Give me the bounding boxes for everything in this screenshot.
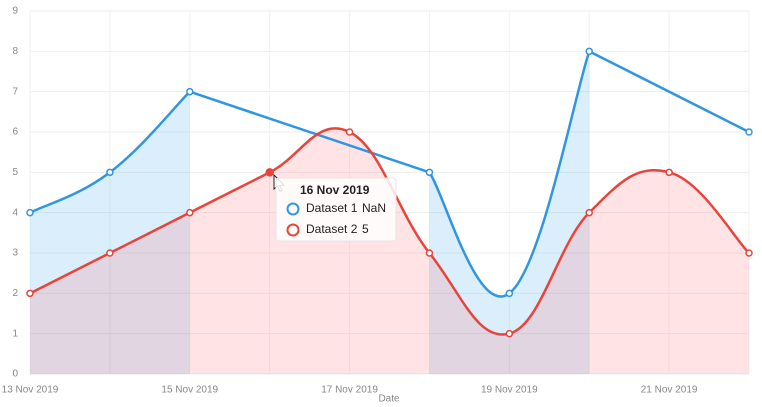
- line: [428, 50, 591, 298]
- y-tick-label: 3: [12, 248, 18, 259]
- y-tick-label: 5: [12, 167, 18, 178]
- y-tick-label: 4: [12, 207, 18, 218]
- point[interactable]: [585, 47, 593, 56]
- tooltip-swatch: [286, 202, 300, 216]
- tooltip-value: NaN: [362, 201, 386, 215]
- x-tick-label: 15 Nov 2019: [161, 385, 218, 396]
- area: [429, 51, 590, 374]
- y-tick-label: 0: [12, 369, 18, 380]
- point[interactable]: [186, 87, 194, 96]
- point[interactable]: [585, 208, 593, 217]
- y-tick-label: 7: [12, 86, 18, 97]
- point[interactable]: [425, 168, 434, 177]
- point[interactable]: [106, 249, 114, 257]
- tooltip-box: [275, 177, 397, 242]
- point[interactable]: [505, 289, 514, 298]
- y-tick-label: 6: [12, 127, 18, 138]
- x-tick-label: 21 Nov 2019: [641, 385, 698, 396]
- x-tick-label: 13 Nov 2019: [2, 385, 59, 396]
- point[interactable]: [26, 289, 34, 298]
- gap-span: [588, 50, 750, 134]
- line: [29, 127, 750, 336]
- area: [30, 128, 749, 374]
- tooltip-value: 5: [362, 222, 369, 236]
- point[interactable]: [345, 128, 354, 136]
- tooltip-title: 16 Nov 2019: [300, 183, 370, 197]
- point[interactable]: [745, 128, 753, 136]
- point[interactable]: [665, 168, 673, 177]
- point[interactable]: [186, 208, 194, 217]
- y-tick-label: 8: [12, 46, 18, 57]
- point[interactable]: [106, 168, 114, 177]
- x-axis-title: Date: [378, 394, 400, 405]
- tooltip-series: Dataset 2: [306, 222, 358, 236]
- point[interactable]: [265, 168, 274, 177]
- tooltip-swatch: [286, 223, 300, 237]
- y-tick-label: 1: [12, 328, 18, 339]
- area: [30, 91, 190, 375]
- point[interactable]: [505, 329, 514, 338]
- y-tick-label: 9: [12, 6, 18, 17]
- y-tick-label: 2: [12, 288, 18, 299]
- gap-span: [189, 90, 430, 174]
- tooltip: 16 Nov 2019 Dataset 1 NaN Dataset 2 5: [275, 177, 397, 242]
- x-tick-label: 17 Nov 2019: [321, 385, 378, 396]
- x-tick-label: 19 Nov 2019: [481, 385, 538, 396]
- point[interactable]: [26, 208, 34, 217]
- tooltip-series: Dataset 1: [306, 201, 358, 215]
- point[interactable]: [425, 249, 434, 257]
- point[interactable]: [745, 249, 753, 257]
